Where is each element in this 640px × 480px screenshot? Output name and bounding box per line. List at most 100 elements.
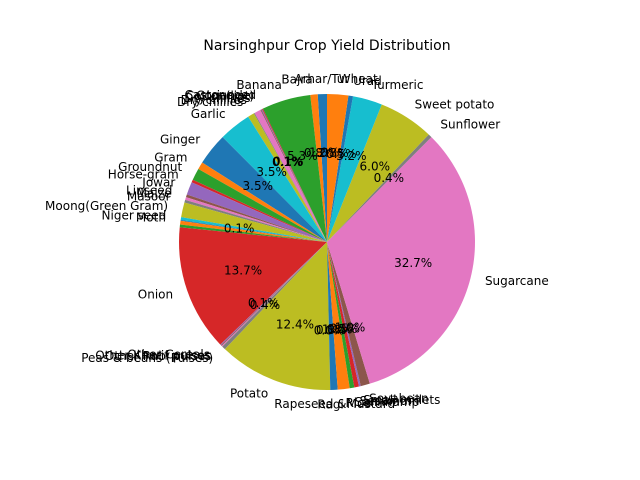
slice-label-turmeric: Turmeric <box>371 78 424 92</box>
slice-label-small-millets: Small millets <box>363 393 440 407</box>
slice-gram <box>198 162 327 242</box>
slice-label-dry-chillies: Dry chillies <box>181 93 247 107</box>
slice-pct-moth: 0.1% <box>224 222 255 236</box>
slice-garlic <box>222 116 327 242</box>
slice-label-masoor: Masoor <box>127 190 171 204</box>
slice-label-dry-chillies: Dry chillies <box>177 95 243 109</box>
slice-label-other-kharif-pulses: Other Kharif pulses <box>95 348 210 362</box>
slice-pct-onion: 13.7% <box>224 264 262 278</box>
slice-sannhamp <box>327 242 355 389</box>
slice-pct-wheat: 2.3% <box>318 146 349 160</box>
slice-label-jowar: Jowar <box>141 175 175 189</box>
slice-label-ginger: Ginger <box>160 132 200 146</box>
slice-dry-chillies <box>254 109 327 242</box>
slice-label-soyabean: Soyabean <box>369 392 428 406</box>
slice-label-sesamum: Sesamum <box>360 394 420 408</box>
slice-rice <box>327 242 350 390</box>
slice-bajra <box>310 94 327 242</box>
slice-label-gram: Gram <box>154 151 187 165</box>
slice-linseed <box>185 194 327 242</box>
slice-niger-seed <box>180 217 327 242</box>
slice-horse-gram <box>191 179 327 242</box>
slice-label-maize: Maize <box>137 187 172 201</box>
slice-pct-soyabean: 1.0% <box>335 320 366 334</box>
slice-pct-sesamum: 0.5% <box>330 321 361 335</box>
slice-label-other-cereals: Other Cereals <box>127 348 210 362</box>
slice-peas-beans-pulses <box>222 242 327 350</box>
slice-label-arhar-tur: Arhar/Tur <box>294 72 349 86</box>
slice-label-rice: Rice <box>345 396 371 410</box>
slice-dry-chillies <box>253 112 327 242</box>
slice-coriander <box>261 109 327 242</box>
slice-label-sweet-potato: Sweet potato <box>415 97 495 111</box>
slice-rapeseed-mustard <box>327 242 338 390</box>
slice-arhar-tur <box>317 94 327 242</box>
slice-pct-sannhamp: 0.5% <box>327 322 358 336</box>
slice-pct-castor-seed: 0.1% <box>273 155 304 169</box>
slice-label-castor-seed: Castor seed <box>185 88 256 102</box>
slice-pct-rapeseed-mustard: 0.8% <box>316 323 347 337</box>
slice-pct-arhar-tur: 1.0% <box>309 146 340 160</box>
chart-title: Narsinghpur Crop Yield Distribution <box>203 38 450 54</box>
slice-pct-ginger: 3.5% <box>243 179 274 193</box>
slice-pct-cotton-lint: 0.1% <box>272 155 303 169</box>
slice-pct-ragi: 0.0% <box>314 323 345 337</box>
slice-ginger <box>202 137 327 242</box>
slice-label-ragi: Ragi <box>317 397 343 411</box>
slice-pct-rice: 1.3% <box>322 323 353 337</box>
slice-moong-green-gram <box>181 202 327 242</box>
pie-labels: Arhar/Tur 1.0% Bajra 0.8% Banana 5.3% Castor s… <box>45 72 549 411</box>
slice-label-wheat: Wheat <box>339 72 378 86</box>
slice-castor-seed <box>262 108 327 242</box>
slice-label-rapeseed-mustard: Rapeseed &Mustard <box>274 397 395 411</box>
slice-label-niger-seed: Niger seed <box>102 209 167 223</box>
slice-maize <box>185 197 327 242</box>
slice-turmeric <box>327 96 382 242</box>
slice-sweet-potato <box>327 104 429 242</box>
slice-label-cotton-lint: Cotton(lint) <box>186 89 254 103</box>
slice-onion <box>178 227 327 345</box>
slice-moth <box>180 219 327 242</box>
slice-cotton-lint <box>260 109 327 242</box>
pie-slices <box>178 94 475 390</box>
slice-pct-urad: 0.5% <box>326 147 357 161</box>
slice-label-moong-green-gram: Moong(Green Gram) <box>45 199 168 213</box>
slice-unlabeled <box>180 220 327 242</box>
slice-banana <box>262 94 327 242</box>
slice-sunflower <box>327 134 432 242</box>
slice-other-cereals <box>220 242 327 346</box>
slice-pct-sunflower: 0.4% <box>374 171 405 185</box>
slice-pct-other-cereals: 0.1% <box>248 296 279 310</box>
slice-pct-turmeric: 3.2% <box>336 149 367 163</box>
slice-label-linseed: Linseed <box>126 184 172 198</box>
slice-other-rabi-pulses <box>221 242 327 347</box>
slice-sugarcane <box>327 137 475 384</box>
slice-label-groundnut: Groundnut <box>118 160 182 174</box>
slice-label-garlic: Garlic <box>191 107 226 121</box>
slice-label-onion: Onion <box>138 288 173 302</box>
slice-pct-sugarcane: 32.7% <box>394 256 432 270</box>
slice-pct-potato: 12.4% <box>276 317 314 331</box>
slice-label-moth: Moth <box>136 211 166 225</box>
slice-pct-coriander: 0.1% <box>273 155 304 169</box>
slice-soyabean <box>327 242 370 387</box>
slice-pct-sweet-potato: 6.0% <box>360 160 391 174</box>
slice-pct-banana: 5.3% <box>287 149 318 163</box>
slice-label-coriander: Coriander <box>196 88 255 102</box>
slice-wheat <box>327 94 349 242</box>
slice-label-dry-chillies: Dry chillies <box>184 91 250 105</box>
slice-label-urad: Urad <box>353 74 382 88</box>
slice-label-banana: Banana <box>236 78 282 92</box>
slice-label-horse-gram: Horse-gram <box>108 167 179 181</box>
slice-small-millets <box>327 242 361 387</box>
slice-label-peas-beans-pulses: Peas & beans (Pulses) <box>81 351 213 365</box>
slice-label-bajra: Bajra <box>281 72 312 86</box>
slice-dry-chillies <box>248 113 327 242</box>
slice-label-sunflower: Sunflower <box>440 118 500 132</box>
slice-urad <box>327 95 354 242</box>
slice-sesamum <box>327 242 359 388</box>
slice-label-other-rabi-pulses: Other Rabi pulses <box>105 349 212 363</box>
slice-masoor <box>184 199 327 242</box>
slice-other-kharif-pulses <box>220 242 327 346</box>
